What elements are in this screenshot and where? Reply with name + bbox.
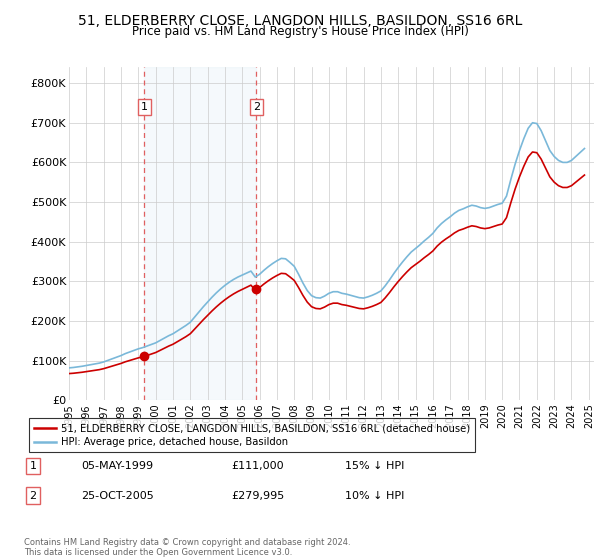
Text: 15% ↓ HPI: 15% ↓ HPI [345, 461, 404, 471]
Text: 1: 1 [29, 461, 37, 471]
Text: 25-OCT-2005: 25-OCT-2005 [81, 491, 154, 501]
Text: 1: 1 [141, 102, 148, 112]
Text: £111,000: £111,000 [231, 461, 284, 471]
Text: 10% ↓ HPI: 10% ↓ HPI [345, 491, 404, 501]
Text: 05-MAY-1999: 05-MAY-1999 [81, 461, 153, 471]
Text: Contains HM Land Registry data © Crown copyright and database right 2024.
This d: Contains HM Land Registry data © Crown c… [24, 538, 350, 557]
Legend: 51, ELDERBERRY CLOSE, LANGDON HILLS, BASILDON, SS16 6RL (detached house), HPI: A: 51, ELDERBERRY CLOSE, LANGDON HILLS, BAS… [29, 418, 475, 452]
Text: 2: 2 [29, 491, 37, 501]
Bar [145, 67, 256, 400]
Text: 51, ELDERBERRY CLOSE, LANGDON HILLS, BASILDON, SS16 6RL: 51, ELDERBERRY CLOSE, LANGDON HILLS, BAS… [78, 14, 522, 28]
Text: Price paid vs. HM Land Registry's House Price Index (HPI): Price paid vs. HM Land Registry's House … [131, 25, 469, 38]
Text: 2: 2 [253, 102, 260, 112]
Text: £279,995: £279,995 [231, 491, 284, 501]
